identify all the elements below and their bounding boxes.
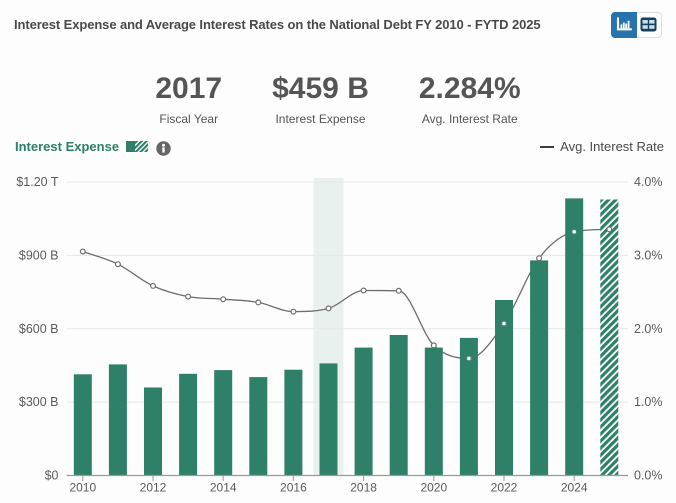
- svg-text:2020: 2020: [420, 481, 447, 495]
- svg-text:2018: 2018: [350, 481, 377, 495]
- svg-text:2016: 2016: [280, 481, 307, 495]
- svg-text:0.0%: 0.0%: [634, 469, 663, 483]
- svg-text:$0: $0: [45, 469, 59, 483]
- svg-text:$600 B: $600 B: [19, 322, 59, 336]
- svg-text:$900 B: $900 B: [19, 248, 59, 262]
- svg-text:1.0%: 1.0%: [634, 395, 663, 409]
- svg-text:2024: 2024: [561, 481, 588, 495]
- svg-text:$300 B: $300 B: [19, 395, 59, 409]
- svg-text:4.0%: 4.0%: [634, 175, 663, 189]
- svg-text:2.0%: 2.0%: [634, 322, 663, 336]
- svg-text:3.0%: 3.0%: [634, 248, 663, 262]
- svg-text:2014: 2014: [210, 481, 237, 495]
- svg-text:2012: 2012: [140, 481, 167, 495]
- svg-text:2022: 2022: [491, 481, 518, 495]
- svg-text:2010: 2010: [69, 481, 96, 495]
- svg-text:$1.20 T: $1.20 T: [16, 175, 59, 189]
